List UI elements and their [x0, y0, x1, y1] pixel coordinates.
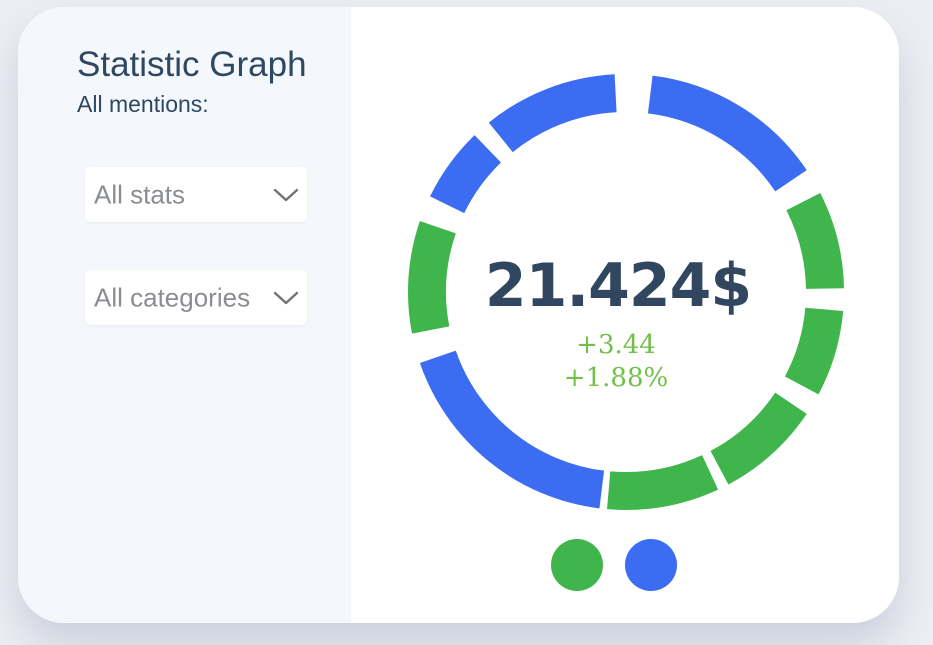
donut-segment-blue	[647, 75, 807, 192]
chevron-down-icon	[273, 291, 299, 304]
donut-chart	[408, 74, 844, 510]
page-subtitle: All mentions:	[77, 91, 209, 117]
donut-segment-green	[784, 307, 844, 395]
chevron-down-icon	[273, 188, 299, 201]
donut-segment-blue	[488, 74, 618, 153]
total-value: 21.424$	[484, 251, 752, 321]
delta-percent: +1.88%	[563, 363, 669, 393]
categories-dropdown[interactable]: All categories	[85, 270, 307, 325]
statistic-card: Statistic Graph All mentions: All stats …	[18, 7, 899, 623]
donut-segment-green	[408, 221, 456, 334]
legend-dot-blue[interactable]	[625, 539, 677, 591]
sidebar: Statistic Graph All mentions: All stats …	[18, 7, 351, 623]
delta-value: +3.44	[576, 330, 656, 360]
categories-dropdown-label: All categories	[94, 282, 251, 312]
donut-segment-green	[786, 193, 844, 290]
page-title: Statistic Graph	[77, 45, 307, 84]
donut-segment-blue	[430, 135, 502, 214]
legend-dot-green[interactable]	[551, 539, 603, 591]
donut-segment-blue	[419, 350, 605, 509]
stats-dropdown[interactable]: All stats	[85, 167, 307, 222]
donut-segment-green	[607, 454, 719, 510]
stats-dropdown-label: All stats	[94, 179, 186, 209]
donut-segment-green	[710, 392, 807, 485]
